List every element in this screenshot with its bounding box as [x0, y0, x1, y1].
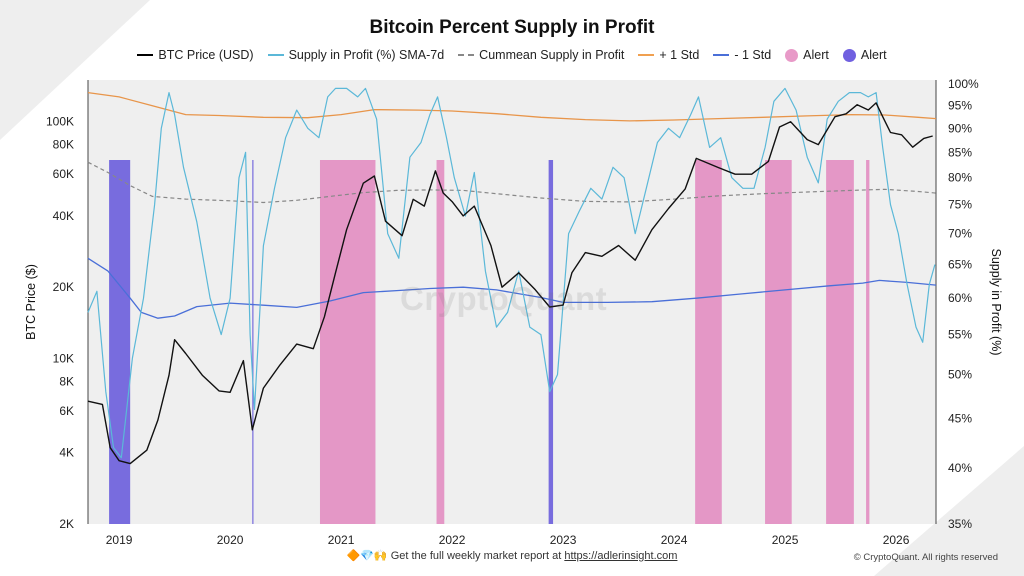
y-left-tick-label: 40K [53, 209, 74, 223]
legend-line-icon [638, 54, 655, 56]
y-left-tick-label: 80K [53, 138, 74, 152]
legend-dot-icon [842, 48, 856, 62]
y-left-tick-label: 8K [59, 374, 74, 388]
legend: BTC Price (USD) Supply in Profit (%) SMA-… [0, 48, 1024, 62]
series-line-1-std [87, 257, 937, 319]
y-left-tick-label: 20K [53, 280, 74, 294]
y-left-tick-label: 100K [46, 115, 74, 129]
y-right-tick-label: 35% [948, 517, 972, 531]
x-tick-label: 2023 [550, 533, 577, 547]
y-right-tick-label: 40% [948, 461, 972, 475]
alert-band [436, 160, 445, 524]
alert-band [826, 160, 854, 524]
legend-item[interactable]: Supply in Profit (%) SMA-7d [267, 48, 445, 62]
x-tick-label: 2024 [661, 533, 688, 547]
legend-item[interactable]: Cummean Supply in Profit [458, 48, 624, 62]
y-right-tick-label: 50% [948, 368, 972, 382]
legend-item[interactable]: Alert [785, 48, 829, 62]
legend-label: - 1 Std [734, 48, 772, 62]
copyright: © CryptoQuant. All rights reserved [853, 552, 998, 563]
legend-line-icon [137, 54, 154, 56]
legend-line-icon [267, 54, 284, 56]
alert-band [109, 160, 131, 524]
chart-title: Bitcoin Percent Supply in Profit [369, 17, 655, 38]
x-tick-label: 2020 [217, 533, 244, 547]
legend-item[interactable]: BTC Price (USD) [137, 48, 254, 62]
y-left-tick-label: 4K [59, 446, 74, 460]
y-right-tick-label: 100% [948, 77, 979, 91]
x-tick-label: 2022 [439, 533, 466, 547]
legend-label: Alert [803, 48, 829, 62]
y-right-tick-label: 75% [948, 198, 972, 212]
y-left-tick-label: 6K [59, 404, 74, 418]
legend-label: Supply in Profit (%) SMA-7d [288, 48, 445, 62]
y-left-tick-label: 10K [53, 351, 74, 365]
y-right-axis-title: Supply in Profit (%) [989, 249, 1003, 356]
y-left-axis-title: BTC Price ($) [24, 264, 38, 340]
legend-label: + 1 Std [659, 48, 700, 62]
y-right-tick-label: 90% [948, 121, 972, 135]
alert-band [695, 160, 722, 524]
y-left-tick-label: 2K [59, 517, 74, 531]
legend-item[interactable]: + 1 Std [638, 48, 699, 62]
footer: 🔶💎🙌 Get the full weekly market report at… [0, 549, 1024, 562]
series-line-1-std [87, 91, 937, 122]
legend-label: Alert [860, 48, 887, 62]
footer-link[interactable]: https://adlerinsight.com [564, 550, 678, 562]
legend-line-icon [713, 54, 730, 56]
legend-label: Cummean Supply in Profit [479, 48, 625, 62]
x-tick-label: 2025 [772, 533, 799, 547]
y-right-tick-label: 65% [948, 258, 972, 272]
footer-text: Get the full weekly market report at [390, 550, 562, 562]
legend-item[interactable]: - 1 Std [713, 48, 771, 62]
legend-dot-icon [785, 48, 799, 62]
y-right-tick-label: 70% [948, 227, 972, 241]
footer-emoji: 🔶💎🙌 [346, 550, 388, 562]
x-tick-label: 2026 [883, 533, 910, 547]
y-right-tick-label: 95% [948, 99, 972, 113]
series-line-btc-price-usd [87, 102, 933, 465]
alert-band [252, 160, 254, 524]
watermark: CryptoQuant [400, 280, 608, 317]
y-right-tick-label: 80% [948, 171, 972, 185]
legend-line-icon [458, 54, 475, 56]
series-line-supply-in-profit-sma-7d [87, 87, 936, 459]
alert-band [866, 160, 870, 524]
y-right-tick-label: 45% [948, 412, 972, 426]
series-line-cummean-supply-in-profit [87, 161, 937, 204]
legend-label: BTC Price (USD) [158, 48, 254, 62]
y-right-tick-label: 55% [948, 328, 972, 342]
x-tick-label: 2021 [328, 533, 355, 547]
x-tick-label: 2019 [106, 533, 133, 547]
alert-band [765, 160, 792, 524]
alert-band [319, 160, 376, 524]
alert-band [548, 160, 554, 524]
y-right-tick-label: 60% [948, 291, 972, 305]
y-right-tick-label: 85% [948, 145, 972, 159]
legend-item[interactable]: Alert [842, 48, 887, 62]
y-left-tick-label: 60K [53, 167, 74, 181]
